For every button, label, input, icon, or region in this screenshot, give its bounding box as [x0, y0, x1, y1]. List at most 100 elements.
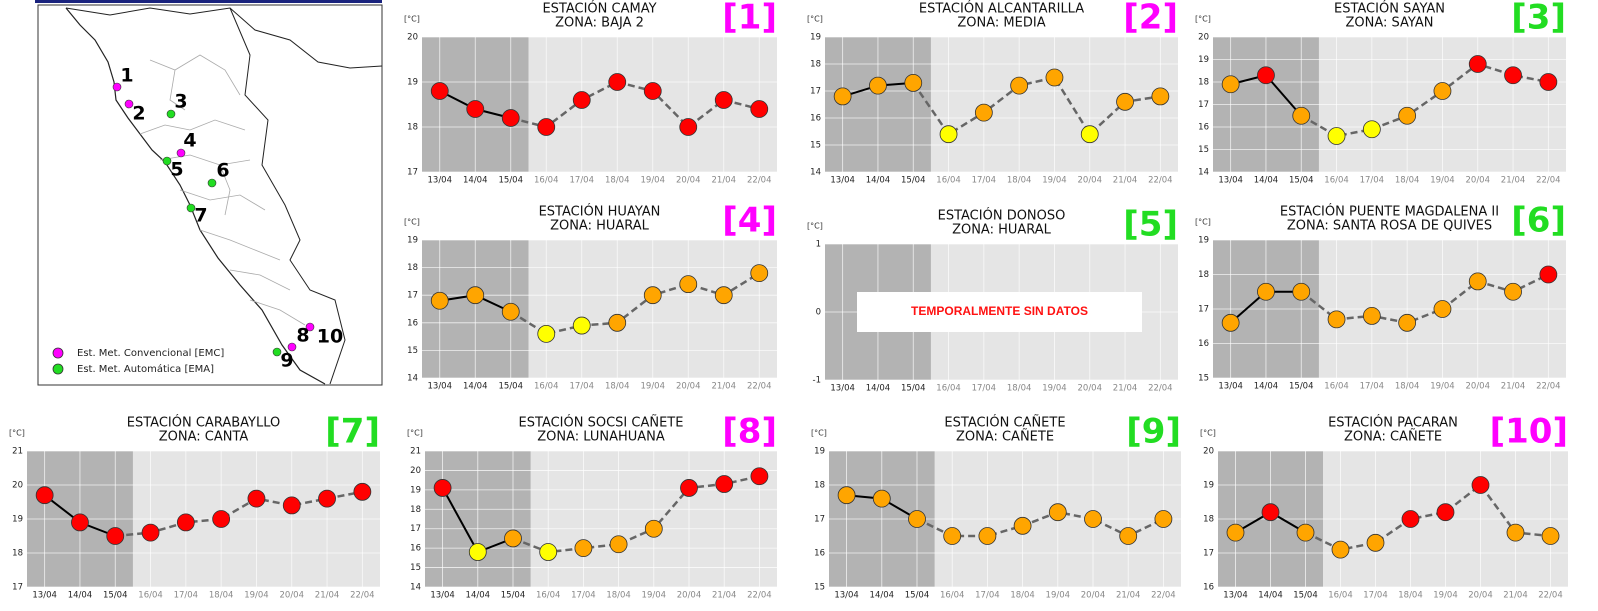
x-tick-label: 18/04: [605, 382, 630, 392]
data-point: [1436, 503, 1455, 522]
annotation-box: [857, 292, 1142, 332]
chart-subtitle: ZONA: LUNAHUANA: [537, 430, 665, 445]
x-tick-label: 15/04: [1289, 382, 1314, 392]
y-tick-label: 17: [810, 87, 821, 97]
y-tick-label: 19: [407, 236, 418, 246]
map-frame: [37, 4, 383, 386]
forecast-line: [512, 475, 760, 554]
data-point: [715, 475, 734, 493]
map-marker: [166, 109, 176, 119]
map-marker-label: 6: [216, 160, 229, 182]
data-point: [750, 100, 769, 118]
annotation: TEMPORALMENTE SIN DATOS: [911, 304, 1088, 318]
x-tick-label: 18/04: [1395, 176, 1420, 186]
data-point: [1327, 310, 1346, 329]
y-tick-label: 19: [1198, 236, 1209, 246]
chart-tag: [3]: [1511, 0, 1566, 38]
chart-tag: [2]: [1123, 0, 1178, 38]
x-tick-label: 14/04: [1254, 176, 1279, 186]
chart-title: ESTACIÓN CAMAY: [542, 1, 656, 17]
chart-tag: [5]: [1123, 205, 1178, 245]
x-tick-label: 13/04: [32, 591, 57, 601]
data-point: [1292, 106, 1311, 125]
x-tick-label: 13/04: [428, 176, 453, 186]
data-point: [572, 316, 591, 335]
y-tick-label: 15: [410, 563, 421, 573]
data-point: [1221, 75, 1240, 94]
y-tick-label: 19: [410, 485, 421, 495]
data-point: [468, 543, 487, 561]
x-tick-label: 21/04: [1113, 384, 1138, 394]
x-tick-label: 17/04: [975, 591, 1000, 601]
data-point: [872, 489, 891, 508]
y-tick-label: 17: [407, 168, 418, 178]
x-tick-label: 19/04: [1433, 591, 1458, 601]
y-tick-label: 17: [1203, 549, 1214, 559]
x-tick-label: 20/04: [676, 176, 701, 186]
x-tick-label: 14/04: [463, 382, 488, 392]
data-point: [353, 482, 372, 501]
x-tick-label: 14/04: [866, 176, 891, 186]
data-point: [282, 496, 301, 515]
data-point: [608, 313, 627, 332]
x-tick-label: 13/04: [430, 591, 455, 601]
data-point: [1292, 282, 1311, 301]
x-tick-label: 22/04: [747, 176, 772, 186]
data-point: [1154, 510, 1173, 528]
data-point: [1362, 120, 1381, 139]
x-tick-label: 21/04: [712, 591, 737, 601]
y-tick-label: 18: [12, 549, 23, 559]
data-point: [176, 513, 195, 532]
x-tick-label: 15/04: [901, 384, 926, 394]
x-tick-label: 21/04: [712, 382, 737, 392]
y-tick-label: 19: [407, 78, 418, 88]
data-point: [1539, 265, 1558, 284]
x-tick-label: 21/04: [1503, 591, 1528, 601]
y-tick-label: 21: [410, 447, 421, 457]
y-tick-label: 16: [1198, 339, 1209, 349]
x-tick-label: 14/04: [866, 384, 891, 394]
chart-tag: [1]: [722, 0, 777, 38]
data-point: [1468, 55, 1487, 73]
y-tick-label: 17: [1198, 305, 1209, 315]
data-point: [680, 479, 698, 497]
x-tick-label: 16/04: [940, 591, 965, 601]
x-tick-label: 19/04: [642, 591, 667, 601]
data-point: [869, 76, 887, 95]
y-tick-label: 18: [810, 60, 821, 70]
data-point: [943, 527, 962, 545]
y-tick-label: 15: [1198, 374, 1209, 384]
y-tick-label: 20: [1203, 447, 1214, 457]
x-tick-label: 15/04: [103, 591, 128, 601]
y-unit: [°C]: [1195, 218, 1211, 227]
y-tick-label: 16: [1198, 123, 1209, 133]
data-point: [1151, 87, 1170, 106]
y-tick-label: 20: [1198, 33, 1209, 43]
data-point: [608, 73, 627, 91]
data-point: [1327, 127, 1346, 145]
data-point: [904, 74, 923, 92]
x-tick-label: 22/04: [747, 382, 772, 392]
data-point: [1013, 516, 1032, 535]
data-point: [1539, 73, 1558, 91]
x-tick-label: 21/04: [1116, 591, 1141, 601]
x-tick-label: 18/04: [1007, 384, 1032, 394]
chart-subtitle: ZONA: BAJA 2: [555, 16, 644, 31]
chart-tag: [7]: [325, 412, 380, 452]
x-tick-label: 18/04: [209, 591, 234, 601]
map-region-lines: [139, 54, 306, 326]
map-marker-label: 7: [194, 205, 207, 227]
data-point: [1506, 523, 1525, 542]
data-point: [574, 539, 593, 558]
y-tick-label: 16: [1203, 583, 1214, 593]
x-tick-label: 14/04: [870, 591, 895, 601]
data-point: [537, 324, 556, 343]
y-tick-label: 15: [1198, 145, 1209, 155]
y-tick-label: 17: [407, 291, 418, 301]
data-point: [539, 543, 558, 561]
y-tick-label: 16: [810, 114, 821, 124]
x-tick-label: 16/04: [1324, 382, 1349, 392]
